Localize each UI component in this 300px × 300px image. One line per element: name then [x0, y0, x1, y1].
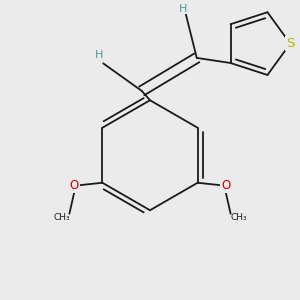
Text: S: S [286, 37, 294, 50]
Text: H: H [95, 50, 103, 60]
Text: H: H [178, 4, 187, 14]
Text: O: O [221, 179, 230, 192]
Text: CH₃: CH₃ [53, 213, 70, 222]
Text: CH₃: CH₃ [230, 213, 247, 222]
Text: O: O [70, 179, 79, 192]
